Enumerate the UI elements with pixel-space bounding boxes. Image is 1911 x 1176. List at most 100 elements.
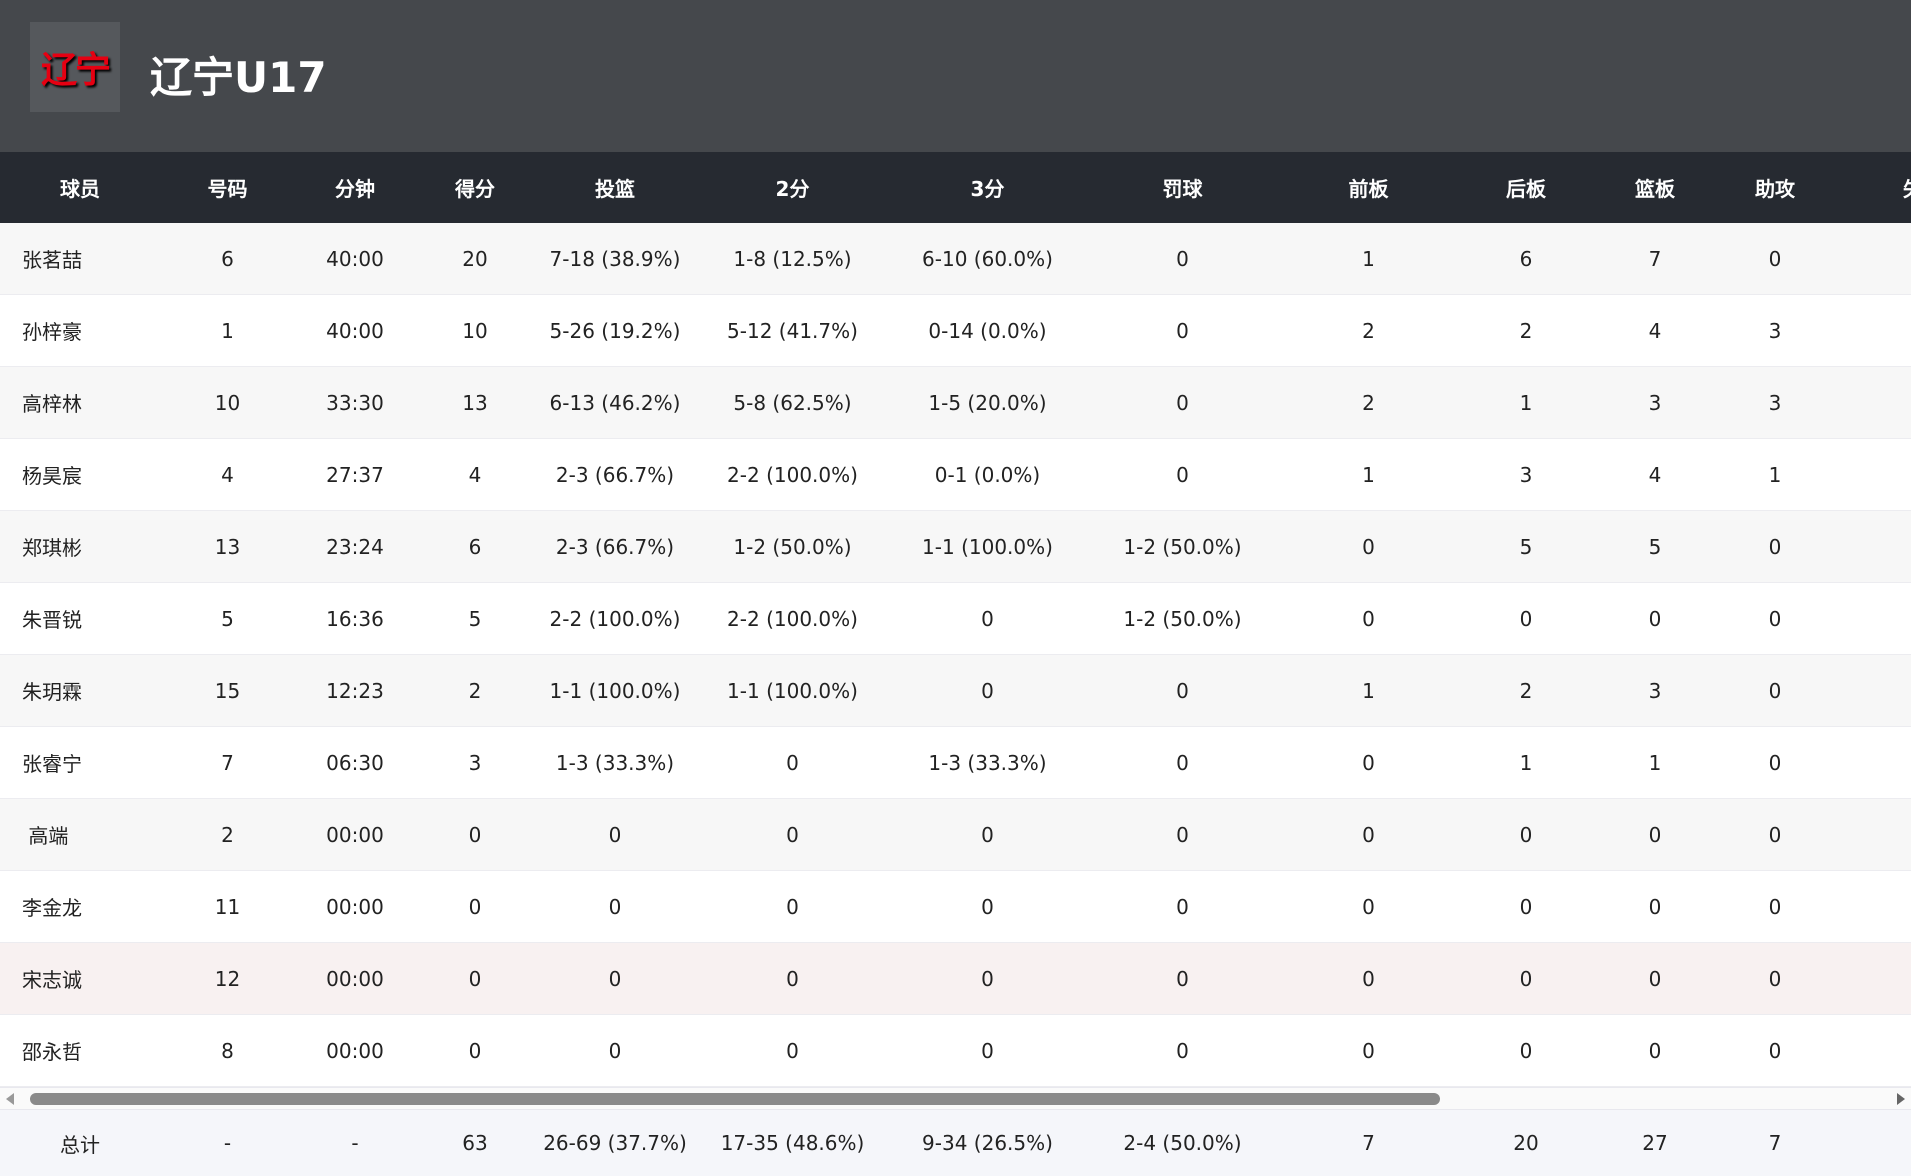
stat-cell: 1-2 (50.0%)	[1123, 606, 1242, 631]
total-cell: 7	[1362, 1131, 1375, 1155]
stat-cell: 0	[1176, 246, 1189, 271]
stat-cell: 5	[1648, 534, 1662, 559]
player-name: 高梓林	[22, 392, 82, 416]
column-header: 后板	[1506, 177, 1546, 201]
stat-cell: 0	[1176, 822, 1189, 847]
team-name: 辽宁U17	[150, 53, 327, 102]
stat-cell: 4	[468, 462, 482, 487]
table-row[interactable]: 孙梓豪 1 40:00 10 5-26 (19.2%) 5-12 (41.7%) 0-14 …	[0, 295, 1911, 367]
table-row[interactable]: 郑琪彬 13 23:24 6 2-3 (66.7%) 1-2 (50.0%) 1-1 (10…	[0, 511, 1911, 583]
stat-cell: 0	[1835, 583, 1911, 654]
column-header: 球员	[60, 177, 100, 201]
total-cell: 26-69 (37.7%)	[543, 1131, 687, 1155]
stat-cell: 0	[1835, 1015, 1911, 1086]
stat-cell: 2-2 (100.0%)	[727, 606, 858, 631]
total-cell: 7	[1768, 1131, 1782, 1155]
table-header: 球员 号码 分钟 得分 投篮 2分 3分 罚球 前板 后板 篮板 助攻 失误	[0, 152, 1911, 223]
stat-cell: 7	[1648, 246, 1662, 271]
stat-cell: 3	[1648, 678, 1662, 703]
stat-cell: 0	[1362, 894, 1375, 919]
stat-cell: 5	[1519, 534, 1533, 559]
stat-cell: 0	[1362, 606, 1375, 631]
stat-cell: 2	[1519, 678, 1533, 703]
stat-cell: 0	[1519, 966, 1533, 991]
column-header: 号码	[207, 177, 248, 201]
table-row[interactable]: 杨昊宸 4 27:37 4 2-3 (66.7%) 2-2 (100.0%) 0-1 (0.…	[0, 439, 1911, 511]
stat-cell: 5-26 (19.2%)	[549, 318, 681, 343]
table-row[interactable]: 李金龙 11 00:00 0 0 0 0 0 0 0 0 0 0	[0, 871, 1911, 943]
stat-cell: 3	[1835, 367, 1911, 438]
stat-cell: 0	[1362, 1038, 1375, 1063]
stat-cell: 2-3 (66.7%)	[555, 462, 675, 487]
stat-cell: 0	[1768, 534, 1782, 559]
stat-cell: 0	[1768, 822, 1782, 847]
table-row[interactable]: 朱晋锐 5 16:36 5 2-2 (100.0%) 2-2 (100.0%) 0 1-2 (…	[0, 583, 1911, 655]
stat-cell: 1	[1362, 678, 1375, 703]
stat-cell: 0	[1176, 894, 1189, 919]
stat-cell: 0	[1176, 318, 1189, 343]
stat-cell: 06:30	[326, 750, 384, 775]
stat-cell: 40:00	[326, 318, 384, 343]
stat-cell: 7	[221, 750, 234, 775]
total-cell: -	[223, 1131, 232, 1155]
stat-cell: 00:00	[326, 822, 384, 847]
table-row[interactable]: 高端 2 00:00 0 0 0 0 0 0 0 0 0 0	[0, 799, 1911, 871]
stat-cell: 0	[1768, 1038, 1782, 1063]
stat-cell: 0	[786, 750, 799, 775]
stat-cell: 0	[786, 822, 799, 847]
stat-cell: 4	[1648, 318, 1662, 343]
table-row[interactable]: 高梓林 10 33:30 13 6-13 (46.2%) 5-8 (62.5%) 1-5 (…	[0, 367, 1911, 439]
table-row[interactable]: 张茗喆 6 40:00 20 7-18 (38.9%) 1-8 (12.5%) 6-10 (…	[0, 223, 1911, 295]
column-header: 3分	[970, 177, 1005, 201]
stat-cell: 0-14 (0.0%)	[928, 318, 1047, 343]
total-cell: 27	[1642, 1131, 1668, 1155]
stat-cell: 0	[1176, 966, 1189, 991]
table-row[interactable]: 张睿宁 7 06:30 3 1-3 (33.3%) 0 1-3 (33.3%) 0 0 1 1 0 0	[0, 727, 1911, 799]
stat-cell: 0	[1648, 894, 1662, 919]
stat-cell: 1-1 (100.0%)	[549, 678, 681, 703]
stat-cell: 1-5 (20.0%)	[928, 390, 1047, 415]
stat-cell: 0	[468, 966, 482, 991]
player-name: 张睿宁	[22, 752, 82, 776]
stat-cell: 8	[221, 1038, 234, 1063]
stat-cell: 5-12 (41.7%)	[727, 318, 858, 343]
stat-cell: 0	[1768, 750, 1782, 775]
table-row[interactable]: 朱玥霖 15 12:23 2 1-1 (100.0%) 1-1 (100.0%) 0 0 1 2 3…	[0, 655, 1911, 727]
table-row[interactable]: 宋志诚 12 00:00 0 0 0 0 0 0 0 0 0 0	[0, 943, 1911, 1015]
totals-label: 总计	[60, 1132, 100, 1157]
horizontal-scrollbar[interactable]	[0, 1087, 1911, 1110]
stat-cell: 0	[1362, 534, 1375, 559]
stat-cell: 3	[1519, 462, 1533, 487]
stat-cell: 27:37	[326, 462, 384, 487]
stat-cell: 0	[786, 894, 799, 919]
team-header: 辽宁 辽宁U17	[0, 0, 1911, 152]
stat-cell: 1-3 (33.3%)	[928, 750, 1047, 775]
stat-cell: 0	[981, 1038, 994, 1063]
player-name: 郑琪彬	[22, 536, 82, 560]
stat-cell: 23:24	[326, 534, 384, 559]
scroll-left-arrow-icon[interactable]	[6, 1093, 14, 1105]
stat-cell: 12:23	[326, 678, 384, 703]
stat-cell: 0	[1768, 678, 1782, 703]
total-cell: 20	[1513, 1131, 1539, 1155]
stat-cell: 0	[1648, 822, 1662, 847]
stat-cell: 2	[221, 822, 234, 847]
stat-cell: 6	[221, 246, 234, 271]
stat-cell: 0	[1835, 511, 1911, 582]
scrollbar-thumb[interactable]	[30, 1093, 1440, 1105]
stat-cell: 0	[1648, 1038, 1662, 1063]
stat-cell: 0	[1362, 750, 1375, 775]
stat-cell: 0	[786, 1038, 799, 1063]
stat-cell: 0	[1176, 750, 1189, 775]
stat-cell: 2	[1519, 318, 1533, 343]
stat-cell: 0	[1176, 1038, 1189, 1063]
table-row[interactable]: 邵永哲 8 00:00 0 0 0 0 0 0 0 0 0 0	[0, 1015, 1911, 1087]
stat-cell: 00:00	[326, 894, 384, 919]
stat-cell: 6-13 (46.2%)	[549, 390, 681, 415]
column-header: 分钟	[335, 177, 375, 201]
stat-cell: 1-1 (100.0%)	[727, 678, 858, 703]
stat-cell: 4	[1648, 462, 1662, 487]
scroll-right-arrow-icon[interactable]	[1897, 1093, 1905, 1105]
total-cell: 8	[1835, 1110, 1911, 1176]
stat-cell: 2	[1835, 655, 1911, 726]
